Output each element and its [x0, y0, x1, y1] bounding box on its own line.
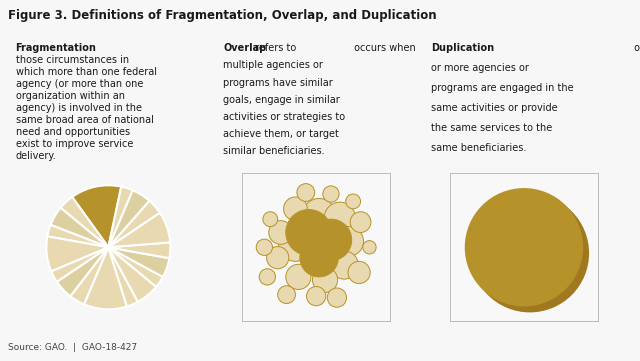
- Wedge shape: [57, 247, 108, 296]
- Circle shape: [259, 269, 275, 285]
- Circle shape: [323, 186, 339, 202]
- Circle shape: [286, 209, 332, 256]
- Text: occurs when two: occurs when two: [632, 43, 640, 53]
- Text: or more agencies or: or more agencies or: [431, 63, 529, 73]
- Wedge shape: [46, 236, 108, 271]
- Text: multiple agencies or: multiple agencies or: [223, 60, 323, 70]
- Text: same broad area of national: same broad area of national: [15, 116, 154, 125]
- Circle shape: [256, 239, 273, 256]
- Text: agency) is involved in the: agency) is involved in the: [15, 103, 141, 113]
- Text: same activities or provide: same activities or provide: [431, 103, 557, 113]
- Wedge shape: [108, 213, 170, 247]
- Text: Figure 3. Definitions of Fragmentation, Overlap, and Duplication: Figure 3. Definitions of Fragmentation, …: [8, 9, 437, 22]
- Wedge shape: [108, 190, 149, 247]
- Wedge shape: [84, 247, 127, 309]
- Circle shape: [470, 194, 589, 312]
- Text: Fragmentation: Fragmentation: [15, 43, 97, 53]
- Circle shape: [346, 194, 360, 209]
- Text: those circumstances in: those circumstances in: [15, 55, 129, 65]
- Text: exist to improve service: exist to improve service: [15, 139, 133, 149]
- Text: organization within an: organization within an: [15, 91, 125, 101]
- Circle shape: [278, 286, 296, 304]
- Wedge shape: [108, 247, 138, 306]
- Wedge shape: [108, 247, 156, 302]
- Circle shape: [278, 227, 312, 261]
- Text: which more than one federal: which more than one federal: [15, 67, 157, 77]
- Wedge shape: [108, 242, 170, 258]
- Text: activities or strategies to: activities or strategies to: [223, 112, 346, 122]
- Circle shape: [324, 202, 355, 233]
- Circle shape: [350, 212, 371, 232]
- Text: agency (or more than one: agency (or more than one: [15, 79, 143, 89]
- Wedge shape: [108, 247, 170, 277]
- Text: similar beneficiaries.: similar beneficiaries.: [223, 146, 325, 156]
- Circle shape: [312, 267, 338, 292]
- Text: Overlap: Overlap: [223, 43, 266, 53]
- Text: Duplication: Duplication: [431, 43, 494, 53]
- Text: programs are engaged in the: programs are engaged in the: [431, 83, 573, 93]
- Wedge shape: [51, 208, 108, 247]
- Circle shape: [330, 251, 358, 279]
- Circle shape: [465, 188, 583, 306]
- Text: programs have similar: programs have similar: [223, 78, 333, 88]
- Circle shape: [269, 221, 292, 244]
- Circle shape: [300, 238, 339, 277]
- Circle shape: [348, 261, 370, 283]
- Circle shape: [297, 184, 315, 201]
- Text: delivery.: delivery.: [15, 151, 56, 161]
- Text: the same services to the: the same services to the: [431, 123, 552, 133]
- Circle shape: [307, 287, 326, 306]
- Wedge shape: [61, 197, 108, 247]
- Circle shape: [363, 241, 376, 254]
- Wedge shape: [70, 247, 108, 304]
- Circle shape: [267, 247, 289, 269]
- Circle shape: [334, 227, 364, 256]
- Text: occurs when: occurs when: [351, 43, 415, 53]
- Circle shape: [286, 264, 311, 290]
- Circle shape: [263, 212, 278, 227]
- Text: Source: GAO.  |  GAO-18-427: Source: GAO. | GAO-18-427: [8, 343, 138, 352]
- Circle shape: [284, 197, 307, 221]
- Circle shape: [327, 288, 346, 307]
- Wedge shape: [108, 247, 163, 287]
- Text: same beneficiaries.: same beneficiaries.: [431, 143, 527, 153]
- Wedge shape: [108, 187, 132, 247]
- Wedge shape: [51, 247, 108, 282]
- Wedge shape: [47, 225, 108, 247]
- Text: refers to: refers to: [252, 43, 296, 53]
- Text: goals, engage in similar: goals, engage in similar: [223, 95, 340, 105]
- Circle shape: [310, 219, 352, 261]
- Text: need and opportunities: need and opportunities: [15, 127, 130, 137]
- Wedge shape: [72, 185, 121, 247]
- Circle shape: [303, 199, 335, 231]
- Wedge shape: [108, 201, 160, 247]
- Text: achieve them, or target: achieve them, or target: [223, 129, 339, 139]
